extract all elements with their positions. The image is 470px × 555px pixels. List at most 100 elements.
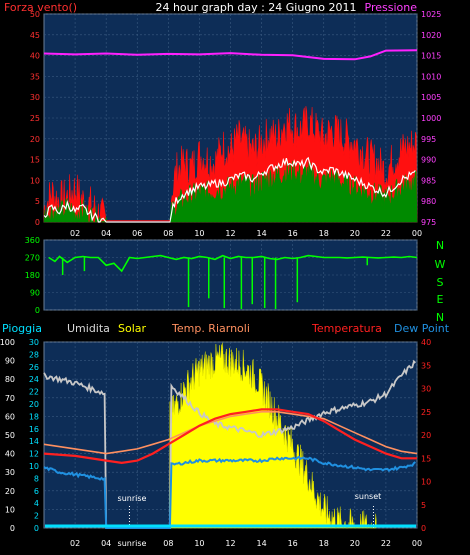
- temp-x-tick-label: 14: [256, 539, 266, 548]
- compass-s: S: [437, 276, 444, 289]
- humidity-left-tick-label: 20: [5, 487, 15, 496]
- humidity-left-tick-label: 80: [5, 375, 15, 384]
- wind-series: [43, 49, 418, 223]
- direction-left-tick-label: 0: [35, 306, 40, 315]
- humidity-left-tick-label: 10: [5, 505, 15, 514]
- inner-tick-label: 22: [29, 388, 39, 397]
- inner-tick-label: 26: [29, 363, 39, 372]
- wind-x-tick-label: 20: [350, 229, 360, 238]
- pressure-right-tick-label: 985: [421, 176, 436, 185]
- inner-tick-label: 14: [29, 437, 39, 446]
- wind-left-tick-label: 40: [30, 52, 40, 61]
- temp-x-tick-label: 16: [288, 539, 298, 548]
- humidity-left-tick-label: 40: [5, 450, 15, 459]
- pressure-right-tick-label: 995: [421, 135, 436, 144]
- temperature-right-tick-label: 10: [421, 478, 431, 487]
- legend-temp-riarnoli: Temp. Riarnoli: [171, 322, 250, 335]
- pressure-right-axis: 975 980 985 990 995 1000 1005 1010 1015 1020 1025: [421, 10, 441, 227]
- inner-tick-label: 30: [29, 338, 39, 347]
- temp-x-tick-label: 22: [381, 539, 391, 548]
- wind-left-tick-label: 10: [30, 176, 40, 185]
- temperature-right-tick-label: 40: [421, 338, 431, 347]
- inner-tick-label: 20: [29, 400, 39, 409]
- temperature-right-tick-label: 25: [421, 408, 431, 417]
- humidity-left-axis: 0 10 20 30 40 50 60 70 80 90 100: [0, 338, 15, 533]
- temperature-right-tick-label: 0: [421, 524, 426, 533]
- temp-x-tick-label: 12: [225, 539, 235, 548]
- wind-axis-label: Forza vento(): [4, 1, 77, 14]
- x-axis-sunrise-label: sunrise: [118, 539, 147, 548]
- pressure-right-tick-label: 975: [421, 218, 436, 227]
- temperature-right-tick-label: 20: [421, 431, 431, 440]
- wind-x-tick-label: 02: [70, 229, 80, 238]
- wind-x-tick-label: 22: [381, 229, 391, 238]
- legend-umidita: Umidita: [67, 322, 110, 335]
- wind-left-tick-label: 20: [30, 135, 40, 144]
- wind-left-tick-label: 50: [30, 10, 40, 19]
- direction-left-tick-label: 360: [25, 236, 40, 245]
- wind-x-axis: 02 04 06 08 10 12 14 16 18 20 22 00: [70, 229, 422, 238]
- wind-x-tick-label: 16: [288, 229, 298, 238]
- roof-temp-series: [43, 411, 418, 455]
- wind-x-tick-label: 14: [256, 229, 266, 238]
- humidity-left-tick-label: 100: [0, 338, 15, 347]
- pressure-right-tick-label: 1000: [421, 114, 441, 123]
- inner-tick-label: 24: [29, 375, 39, 384]
- pressure-series: [43, 49, 418, 61]
- temperature-right-tick-label: 35: [421, 361, 431, 370]
- temp-x-tick-label: 18: [319, 539, 329, 548]
- wind-left-tick-label: 25: [30, 114, 40, 123]
- temperature-right-tick-label: 5: [421, 501, 426, 510]
- inner-tick-label: 10: [29, 462, 39, 471]
- legend-solar: Solar: [118, 322, 147, 335]
- compass-labels: N W S E N: [435, 239, 446, 324]
- inner-tick-label: 18: [29, 412, 39, 421]
- wind-average-series: [43, 156, 416, 223]
- wind-x-tick-label: 10: [194, 229, 204, 238]
- compass-e: E: [437, 293, 444, 306]
- pressure-axis-label: Pressione: [365, 1, 418, 14]
- inner-tick-label: 12: [29, 450, 39, 459]
- pressure-right-tick-label: 980: [421, 197, 436, 206]
- inner-tick-label: 2: [34, 512, 39, 521]
- wind-x-tick-label: 04: [101, 229, 111, 238]
- temp-x-tick-label: 00: [412, 539, 422, 548]
- sunset-marker-label: sunset: [355, 492, 382, 501]
- wind-x-tick-label: 18: [319, 229, 329, 238]
- legend-dew-point: Dew Point: [394, 322, 450, 335]
- temp-x-tick-label: 04: [101, 539, 111, 548]
- direction-left-tick-label: 90: [30, 289, 40, 298]
- dew-point-series: [43, 455, 416, 529]
- bottom-legend: Pioggia Umidita Solar Temp. Riarnoli Tem…: [2, 322, 450, 335]
- temp-x-tick-label: 08: [163, 539, 173, 548]
- compass-n-top: N: [436, 239, 444, 252]
- inner-tick-label: 8: [34, 474, 39, 483]
- direction-plot-area: [43, 239, 418, 311]
- wind-left-tick-label: 5: [35, 197, 40, 206]
- wind-left-tick-label: 0: [35, 218, 40, 227]
- wind-left-axis: 0 5 10 15 20 25 30 35 40 45 50: [30, 10, 40, 227]
- pressure-right-tick-label: 1010: [421, 72, 441, 81]
- pressure-right-tick-label: 1005: [421, 93, 441, 102]
- pressure-right-tick-label: 990: [421, 156, 436, 165]
- inner-tick-label: 28: [29, 350, 39, 359]
- temperature-right-tick-label: 15: [421, 454, 431, 463]
- wind-x-tick-label: 00: [412, 229, 422, 238]
- legend-temperatura: Temperatura: [311, 322, 382, 335]
- wind-x-tick-label: 06: [132, 229, 142, 238]
- pressure-right-tick-label: 1020: [421, 31, 441, 40]
- temperature-right-axis: 0 5 10 15 20 25 30 35 40: [421, 338, 431, 533]
- pressure-right-tick-label: 1025: [421, 10, 441, 19]
- inner-tick-label: 6: [34, 487, 39, 496]
- inner-tick-label: 16: [29, 425, 39, 434]
- wind-direction-panel: 0 90 180 270 360 N W S E N: [25, 236, 446, 324]
- direction-left-axis: 0 90 180 270 360: [25, 236, 40, 315]
- temperature-right-tick-label: 30: [421, 385, 431, 394]
- temp-x-axis: 02 04 08 10 12 14 16 18 20 22 00: [70, 539, 422, 548]
- wind-left-tick-label: 30: [30, 93, 40, 102]
- temp-x-tick-label: 02: [70, 539, 80, 548]
